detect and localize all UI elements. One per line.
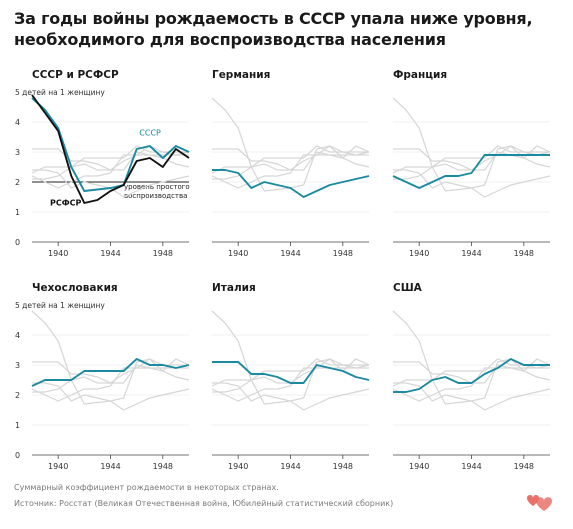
context-series-line — [31, 367, 189, 402]
context-series-line — [393, 358, 550, 393]
y-top-label: 5 детей на 1 женщину — [15, 88, 105, 97]
x-tick-label: 1948 — [333, 249, 353, 258]
context-series-line — [212, 145, 369, 180]
y-tick-label: 4 — [15, 118, 20, 127]
source-note: Источник: Росстат (Великая Отечественная… — [14, 499, 394, 508]
context-series-line — [32, 358, 189, 393]
x-tick-label: 1940 — [409, 462, 429, 471]
highlight-series-line — [31, 97, 190, 192]
y-tick-label: 0 — [15, 451, 20, 460]
panel-title: Италия — [212, 282, 256, 294]
x-tick-label: 1940 — [48, 249, 68, 258]
x-tick-label: 1940 — [228, 249, 248, 258]
chart-panel: СССР и РСФСР 0 1 2 3 4 5 детей на 1 женщину 194… — [15, 69, 190, 258]
x-tick-label: 1944 — [280, 249, 300, 258]
x-tick-label: 1948 — [514, 462, 534, 471]
y-tick-label: 4 — [15, 331, 20, 340]
context-series-line — [393, 169, 551, 198]
highlight-series-line — [212, 169, 370, 198]
context-series-line — [211, 367, 369, 402]
panel-title: Германия — [212, 69, 270, 81]
x-tick-label: 1940 — [48, 462, 68, 471]
reference-line-label: уровень простого — [124, 183, 190, 191]
highlight-series-line — [393, 358, 550, 393]
reference-line-label: воспроизводства — [124, 192, 187, 200]
panel-title: Чехословакия — [32, 282, 118, 294]
x-tick-label: 1944 — [461, 462, 481, 471]
x-tick-label: 1940 — [409, 249, 429, 258]
context-series-line — [212, 382, 370, 411]
context-series-line — [31, 154, 189, 189]
chart-panel: Франция 1940 1944 1948 — [392, 69, 551, 258]
y-tick-label: 2 — [15, 391, 20, 400]
y-tick-label: 1 — [15, 208, 20, 217]
x-tick-label: 1944 — [100, 462, 120, 471]
context-series-line — [212, 169, 370, 198]
y-tick-label: 1 — [15, 421, 20, 430]
panel-title: СССР и РСФСР — [32, 69, 119, 81]
y-tick-label: 2 — [15, 178, 20, 187]
context-series-line — [393, 145, 550, 180]
x-tick-label: 1944 — [280, 462, 300, 471]
panel-title: США — [393, 282, 423, 294]
x-tick-label: 1944 — [100, 249, 120, 258]
series-label-rsfsr: РСФСР — [50, 198, 82, 207]
context-series-line — [32, 382, 190, 411]
context-series-line — [212, 358, 369, 393]
chart-panel: Италия 1940 1944 1948 — [211, 282, 370, 471]
x-tick-label: 1948 — [153, 462, 173, 471]
y-tick-label: 0 — [15, 238, 20, 247]
context-series-line — [393, 382, 551, 411]
highlight-series-line — [392, 154, 550, 189]
y-top-label: 5 детей на 1 женщину — [15, 301, 105, 310]
y-tick-label: 3 — [15, 148, 20, 157]
footnote: Суммарный коэффициент рождаемости в неко… — [14, 483, 279, 492]
highlight-series-line — [212, 361, 370, 384]
y-tick-label: 3 — [15, 361, 20, 370]
x-tick-label: 1948 — [153, 249, 173, 258]
x-tick-label: 1940 — [228, 462, 248, 471]
x-tick-label: 1948 — [514, 249, 534, 258]
context-series-line — [211, 154, 369, 189]
chart-title: За годы войны рождаемость в СССР упала н… — [14, 9, 533, 49]
chart-panel: США 1940 1944 1948 — [392, 282, 551, 471]
context-series-line — [392, 367, 550, 402]
highlight-series-line — [31, 358, 190, 387]
chart-panel: Германия 1940 1944 1948 — [211, 69, 370, 258]
x-tick-label: 1944 — [461, 249, 481, 258]
chart-panel: Чехословакия 0 1 2 3 4 5 детей на 1 женщину 194… — [15, 282, 190, 471]
x-tick-label: 1948 — [333, 462, 353, 471]
panel-title: Франция — [393, 69, 447, 81]
hearts-logo-icon — [527, 495, 552, 511]
context-series-line — [32, 145, 189, 180]
series-label-ussr: СССР — [139, 129, 161, 138]
rsfsr-series-line — [31, 94, 190, 204]
